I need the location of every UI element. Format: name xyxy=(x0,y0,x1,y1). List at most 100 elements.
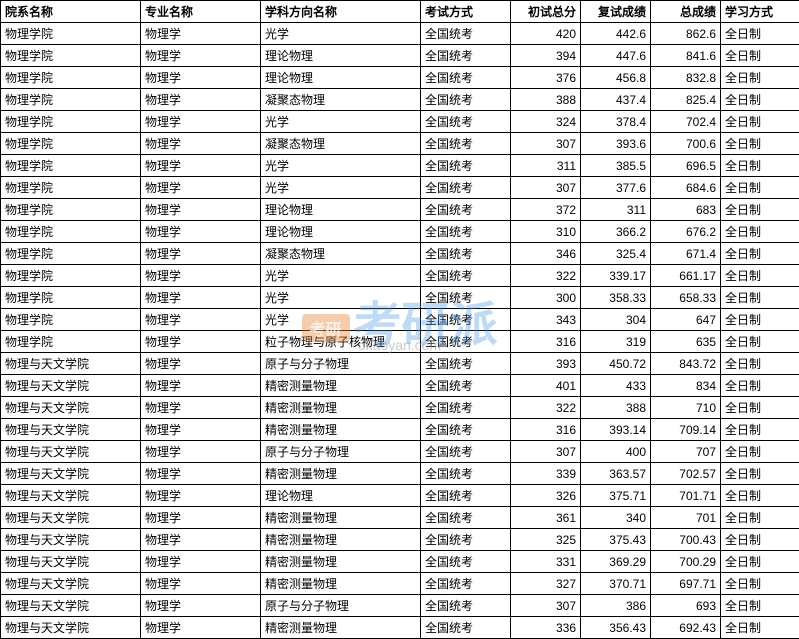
table-cell: 物理与天文学院 xyxy=(1,397,141,419)
table-cell: 709.14 xyxy=(651,419,721,441)
table-cell: 全日制 xyxy=(721,551,799,573)
table-cell: 全国统考 xyxy=(421,551,511,573)
table-row: 物理学院物理学光学全国统考311385.5696.5全日制 xyxy=(1,155,799,177)
table-cell: 全国统考 xyxy=(421,155,511,177)
table-cell: 370.71 xyxy=(581,573,651,595)
table-cell: 全日制 xyxy=(721,573,799,595)
table-cell: 全日制 xyxy=(721,265,799,287)
table-row: 物理与天文学院物理学精密测量物理全国统考336356.43692.43全日制 xyxy=(1,617,799,639)
table-cell: 物理学 xyxy=(141,221,261,243)
table-cell: 全日制 xyxy=(721,89,799,111)
table-row: 物理与天文学院物理学理论物理全国统考326375.71701.71全日制 xyxy=(1,485,799,507)
table-cell: 物理学院 xyxy=(1,265,141,287)
table-cell: 理论物理 xyxy=(261,45,421,67)
table-cell: 物理学 xyxy=(141,397,261,419)
table-row: 物理学院物理学理论物理全国统考376456.8832.8全日制 xyxy=(1,67,799,89)
table-cell: 310 xyxy=(511,221,581,243)
table-cell: 光学 xyxy=(261,309,421,331)
table-cell: 全日制 xyxy=(721,595,799,617)
table-cell: 光学 xyxy=(261,23,421,45)
table-cell: 全日制 xyxy=(721,353,799,375)
table-row: 物理学院物理学凝聚态物理全国统考346325.4671.4全日制 xyxy=(1,243,799,265)
table-cell: 447.6 xyxy=(581,45,651,67)
table-cell: 841.6 xyxy=(651,45,721,67)
table-cell: 物理学 xyxy=(141,485,261,507)
table-cell: 物理学院 xyxy=(1,331,141,353)
table-cell: 全日制 xyxy=(721,155,799,177)
table-cell: 物理学 xyxy=(141,507,261,529)
table-cell: 全国统考 xyxy=(421,485,511,507)
table-row: 物理与天文学院物理学精密测量物理全国统考339363.57702.57全日制 xyxy=(1,463,799,485)
table-cell: 物理学院 xyxy=(1,309,141,331)
table-cell: 物理学院 xyxy=(1,199,141,221)
table-cell: 物理学 xyxy=(141,529,261,551)
table-cell: 325 xyxy=(511,529,581,551)
table-cell: 凝聚态物理 xyxy=(261,133,421,155)
table-cell: 物理与天文学院 xyxy=(1,419,141,441)
table-cell: 356.43 xyxy=(581,617,651,639)
table-cell: 307 xyxy=(511,595,581,617)
table-row: 物理学院物理学光学全国统考343304647全日制 xyxy=(1,309,799,331)
table-cell: 物理与天文学院 xyxy=(1,441,141,463)
table-cell: 物理学院 xyxy=(1,221,141,243)
table-cell: 物理学 xyxy=(141,573,261,595)
table-cell: 658.33 xyxy=(651,287,721,309)
table-cell: 全日制 xyxy=(721,111,799,133)
table-cell: 372 xyxy=(511,199,581,221)
table-cell: 物理学院 xyxy=(1,155,141,177)
header-direction: 学科方向名称 xyxy=(261,1,421,23)
table-cell: 物理学 xyxy=(141,155,261,177)
table-row: 物理与天文学院物理学精密测量物理全国统考331369.29700.29全日制 xyxy=(1,551,799,573)
table-cell: 全国统考 xyxy=(421,507,511,529)
table-cell: 全日制 xyxy=(721,529,799,551)
table-cell: 693 xyxy=(651,595,721,617)
table-cell: 全国统考 xyxy=(421,397,511,419)
table-row: 物理学院物理学光学全国统考307377.6684.6全日制 xyxy=(1,177,799,199)
table-cell: 全国统考 xyxy=(421,265,511,287)
table-cell: 全日制 xyxy=(721,287,799,309)
table-cell: 692.43 xyxy=(651,617,721,639)
table-cell: 319 xyxy=(581,331,651,353)
table-cell: 全日制 xyxy=(721,221,799,243)
table-cell: 全国统考 xyxy=(421,375,511,397)
table-cell: 全日制 xyxy=(721,441,799,463)
table-cell: 671.4 xyxy=(651,243,721,265)
table-cell: 361 xyxy=(511,507,581,529)
table-cell: 物理学 xyxy=(141,331,261,353)
table-cell: 437.4 xyxy=(581,89,651,111)
data-table-container: 院系名称 专业名称 学科方向名称 考试方式 初试总分 复试成绩 总成绩 学习方式… xyxy=(0,0,799,639)
table-cell: 442.6 xyxy=(581,23,651,45)
table-cell: 物理学院 xyxy=(1,23,141,45)
table-cell: 327 xyxy=(511,573,581,595)
table-cell: 物理学 xyxy=(141,67,261,89)
table-cell: 物理学 xyxy=(141,419,261,441)
table-cell: 全国统考 xyxy=(421,243,511,265)
header-score2: 复试成绩 xyxy=(581,1,651,23)
table-cell: 光学 xyxy=(261,177,421,199)
table-cell: 全国统考 xyxy=(421,45,511,67)
table-cell: 物理学院 xyxy=(1,177,141,199)
table-cell: 635 xyxy=(651,331,721,353)
table-cell: 精密测量物理 xyxy=(261,617,421,639)
table-cell: 物理学院 xyxy=(1,133,141,155)
table-cell: 物理学 xyxy=(141,595,261,617)
table-cell: 336 xyxy=(511,617,581,639)
table-cell: 凝聚态物理 xyxy=(261,89,421,111)
table-cell: 全日制 xyxy=(721,375,799,397)
table-cell: 全国统考 xyxy=(421,441,511,463)
table-cell: 339.17 xyxy=(581,265,651,287)
table-cell: 311 xyxy=(511,155,581,177)
header-mode: 学习方式 xyxy=(721,1,799,23)
table-cell: 394 xyxy=(511,45,581,67)
table-cell: 661.17 xyxy=(651,265,721,287)
table-cell: 420 xyxy=(511,23,581,45)
table-body: 物理学院物理学光学全国统考420442.6862.6全日制物理学院物理学理论物理… xyxy=(1,23,799,639)
table-cell: 理论物理 xyxy=(261,485,421,507)
table-cell: 理论物理 xyxy=(261,221,421,243)
table-cell: 331 xyxy=(511,551,581,573)
table-cell: 精密测量物理 xyxy=(261,463,421,485)
table-cell: 全国统考 xyxy=(421,133,511,155)
table-cell: 全日制 xyxy=(721,397,799,419)
table-cell: 307 xyxy=(511,441,581,463)
table-cell: 物理学院 xyxy=(1,45,141,67)
